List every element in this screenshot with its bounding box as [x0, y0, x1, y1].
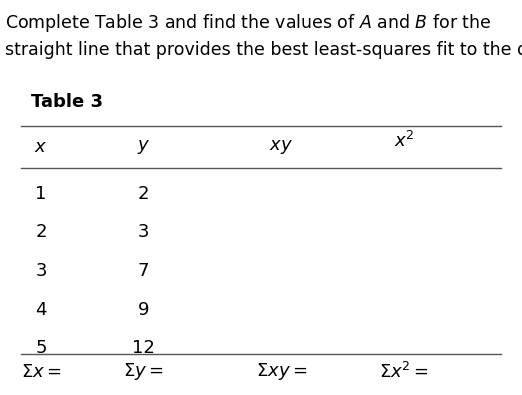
Text: $\Sigma x^2 =$: $\Sigma x^2 =$ — [379, 362, 429, 382]
Text: 5: 5 — [35, 339, 47, 357]
Text: $x$: $x$ — [34, 138, 48, 156]
Text: $x^2$: $x^2$ — [394, 131, 414, 151]
Text: 12: 12 — [132, 339, 155, 357]
Text: $\Sigma y =$: $\Sigma y =$ — [123, 361, 164, 382]
Text: 7: 7 — [138, 262, 149, 280]
Text: $xy$: $xy$ — [269, 138, 293, 156]
Text: 3: 3 — [138, 223, 149, 241]
Text: 9: 9 — [138, 301, 149, 319]
Text: 2: 2 — [35, 223, 47, 241]
Text: $\Sigma x =$: $\Sigma x =$ — [21, 363, 62, 381]
Text: 2: 2 — [138, 184, 149, 203]
Text: Complete Table 3 and find the values of $A$ and $B$ for the: Complete Table 3 and find the values of … — [5, 12, 492, 34]
Text: $y$: $y$ — [137, 138, 150, 156]
Text: 3: 3 — [35, 262, 47, 280]
Text: Table 3: Table 3 — [31, 93, 103, 111]
Text: 1: 1 — [35, 184, 46, 203]
Text: 4: 4 — [35, 301, 47, 319]
Text: $\Sigma xy =$: $\Sigma xy =$ — [256, 361, 307, 382]
Text: straight line that provides the best least-squares fit to the data: straight line that provides the best lea… — [5, 41, 522, 60]
